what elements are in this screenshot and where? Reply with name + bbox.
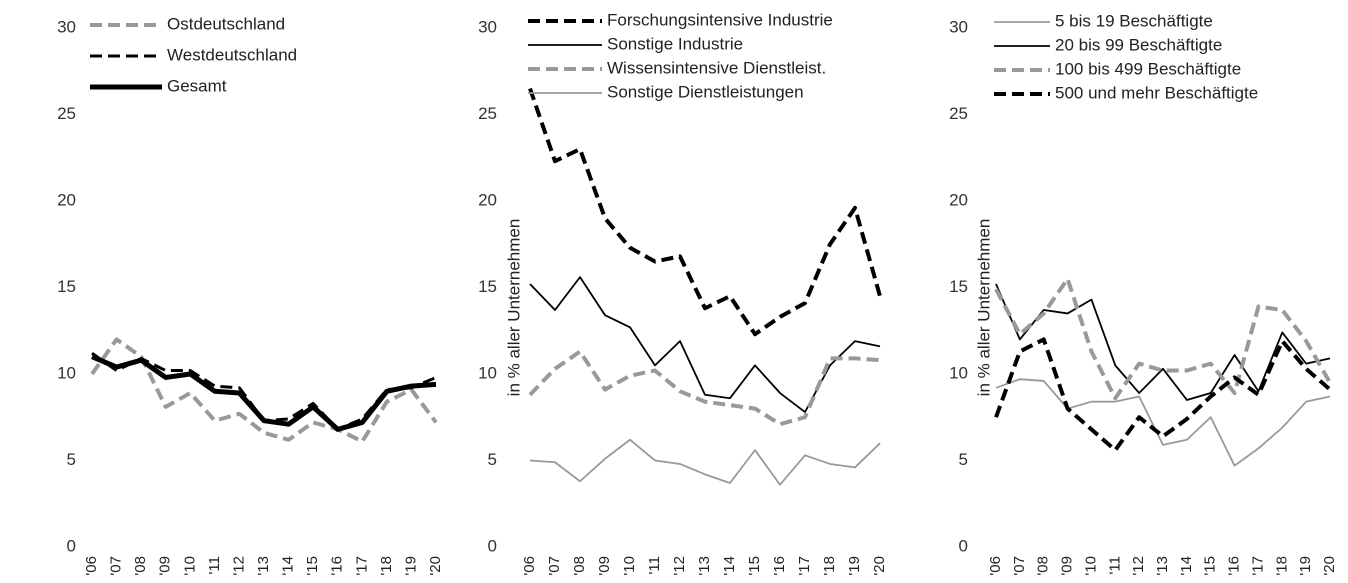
x-tick-label: '15 bbox=[304, 556, 321, 576]
y-tick-label: 10 bbox=[478, 363, 497, 382]
legend-label: Sonstige Dienstleistungen bbox=[607, 82, 804, 101]
legend-label: 5 bis 19 Beschäftigte bbox=[1055, 11, 1213, 30]
y-tick-label: 15 bbox=[478, 277, 497, 296]
x-tick-label: '15 bbox=[1202, 556, 1219, 576]
y-tick-label: 15 bbox=[57, 277, 76, 296]
data-line bbox=[529, 438, 881, 486]
x-tick-label: '17 bbox=[796, 556, 813, 576]
x-tick-label: '08 bbox=[132, 556, 149, 576]
y-tick-label: 5 bbox=[959, 450, 968, 469]
data-line bbox=[528, 349, 881, 427]
y-tick-label: 20 bbox=[949, 190, 968, 209]
y-axis-title: in % aller Unternehmen bbox=[504, 219, 523, 397]
x-tick-label: '07 bbox=[546, 556, 563, 576]
y-tick-label: 30 bbox=[57, 17, 76, 36]
x-tick-label: '12 bbox=[1130, 556, 1147, 576]
data-line bbox=[995, 283, 1331, 401]
legend-label: Ostdeutschland bbox=[167, 14, 285, 33]
x-tick-label: '17 bbox=[1249, 556, 1266, 576]
y-tick-label: 25 bbox=[478, 104, 497, 123]
data-line bbox=[994, 276, 1332, 401]
x-tick-label: '06 bbox=[521, 556, 538, 576]
legend-label: Forschungsintensive Industrie bbox=[607, 10, 833, 29]
x-tick-label: '20 bbox=[1321, 556, 1338, 576]
data-line bbox=[90, 337, 438, 444]
x-tick-label: '18 bbox=[378, 556, 395, 576]
x-tick-label: '11 bbox=[206, 556, 223, 574]
y-tick-label: 0 bbox=[67, 536, 76, 555]
data-line bbox=[995, 378, 1331, 467]
y-tick-label: 25 bbox=[57, 104, 76, 123]
x-tick-label: '13 bbox=[696, 556, 713, 576]
y-tick-label: 15 bbox=[949, 277, 968, 296]
y-tick-label: 0 bbox=[959, 536, 968, 555]
y-tick-label: 20 bbox=[57, 190, 76, 209]
x-tick-label: '14 bbox=[280, 556, 297, 576]
data-line bbox=[529, 276, 881, 413]
x-tick-label: '19 bbox=[1297, 556, 1314, 576]
x-tick-label: '06 bbox=[987, 556, 1004, 576]
y-tick-label: 25 bbox=[949, 104, 968, 123]
x-tick-label: '18 bbox=[821, 556, 838, 576]
x-tick-label: '20 bbox=[871, 556, 888, 576]
y-tick-label: 5 bbox=[67, 450, 76, 469]
legend-label: 500 und mehr Beschäftigte bbox=[1055, 83, 1258, 102]
x-tick-label: '13 bbox=[255, 556, 272, 576]
y-tick-label: 30 bbox=[949, 17, 968, 36]
x-tick-label: '16 bbox=[771, 556, 788, 576]
legend-label: Sonstige Industrie bbox=[607, 34, 743, 53]
x-tick-label: '20 bbox=[427, 556, 444, 576]
x-tick-label: '17 bbox=[353, 556, 370, 576]
data-line bbox=[994, 337, 1332, 453]
y-tick-label: 30 bbox=[478, 17, 497, 36]
x-tick-label: '10 bbox=[181, 556, 198, 576]
y-tick-label: 20 bbox=[478, 190, 497, 209]
x-tick-label: '12 bbox=[671, 556, 688, 576]
y-tick-label: 5 bbox=[488, 450, 497, 469]
x-tick-label: '10 bbox=[621, 556, 638, 576]
data-line bbox=[528, 87, 882, 337]
x-tick-label: '13 bbox=[1154, 556, 1171, 576]
legend-label: Wissensintensive Dienstleist. bbox=[607, 58, 826, 77]
x-tick-label: '12 bbox=[230, 556, 247, 576]
x-tick-label: '09 bbox=[1059, 556, 1076, 576]
legend-label: Gesamt bbox=[167, 76, 227, 95]
legend-label: Westdeutschland bbox=[167, 45, 297, 64]
x-tick-label: '15 bbox=[746, 556, 763, 576]
x-tick-label: '08 bbox=[1035, 556, 1052, 576]
x-tick-label: '07 bbox=[108, 556, 125, 576]
x-tick-label: '14 bbox=[1178, 556, 1195, 576]
data-line bbox=[91, 354, 437, 432]
x-tick-label: '14 bbox=[721, 556, 738, 576]
y-tick-label: 10 bbox=[57, 363, 76, 382]
x-tick-label: '18 bbox=[1273, 556, 1290, 576]
x-tick-label: '16 bbox=[329, 556, 346, 576]
x-tick-label: '19 bbox=[402, 556, 419, 576]
x-tick-label: '11 bbox=[1106, 556, 1123, 574]
y-tick-label: 10 bbox=[949, 363, 968, 382]
y-tick-label: 0 bbox=[488, 536, 497, 555]
x-tick-label: '09 bbox=[157, 556, 174, 576]
x-tick-label: '19 bbox=[846, 556, 863, 576]
x-tick-label: '08 bbox=[571, 556, 588, 576]
x-tick-label: '11 bbox=[646, 556, 663, 574]
legend-label: 20 bis 99 Beschäftigte bbox=[1055, 35, 1222, 54]
legend-label: 100 bis 499 Beschäftigte bbox=[1055, 59, 1241, 78]
x-tick-label: '16 bbox=[1226, 556, 1243, 576]
x-tick-label: '06 bbox=[83, 556, 100, 576]
x-tick-label: '10 bbox=[1082, 556, 1099, 576]
y-axis-title: in % aller Unternehmen bbox=[974, 219, 993, 397]
x-tick-label: '07 bbox=[1011, 556, 1028, 576]
x-tick-label: '09 bbox=[596, 556, 613, 576]
